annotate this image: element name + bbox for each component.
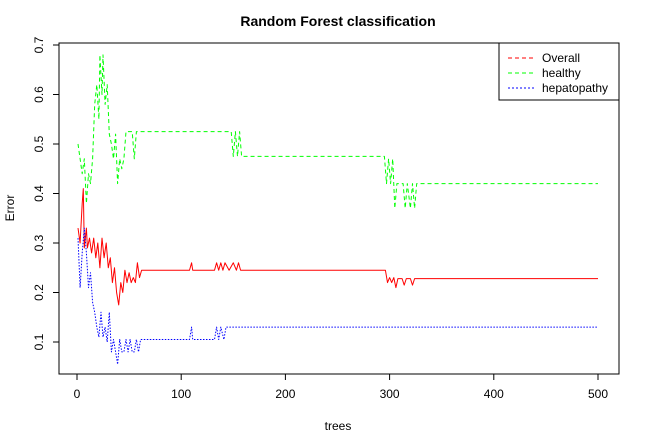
y-tick-label: 0.5 [32, 135, 46, 152]
y-axis-label: Error [3, 195, 17, 222]
y-tick-label: 0.6 [32, 86, 46, 103]
x-tick-label: 400 [484, 387, 504, 401]
x-axis-label: trees [325, 419, 352, 432]
y-tick-label: 0.7 [32, 36, 46, 53]
series-line-hepatopathy [77, 227, 598, 365]
legend-label-healthy: healthy [542, 66, 581, 80]
legend-label-hepatopathy: hepatopathy [542, 81, 608, 95]
x-axis: 0 100 200 300 400 500 [74, 373, 608, 401]
x-tick-label: 500 [588, 387, 608, 401]
legend-box [498, 42, 620, 101]
series-line-healthy [77, 54, 598, 209]
y-tick-label: 0.1 [32, 333, 46, 350]
x-tick-label: 300 [380, 387, 400, 401]
series-layer [77, 54, 598, 365]
y-tick-label: 0.3 [32, 234, 46, 251]
x-tick-label: 200 [275, 387, 295, 401]
y-axis: 0.1 0.2 0.3 0.4 0.5 0.6 0.7 [32, 36, 60, 350]
x-tick-label: 100 [171, 387, 191, 401]
legend-label-Overall: Overall [542, 51, 580, 65]
y-tick-label: 0.2 [32, 284, 46, 301]
chart-title: Random Forest classification [240, 13, 435, 29]
series-line-Overall [77, 188, 598, 306]
x-tick-label: 0 [74, 387, 81, 401]
y-tick-label: 0.4 [32, 185, 46, 202]
